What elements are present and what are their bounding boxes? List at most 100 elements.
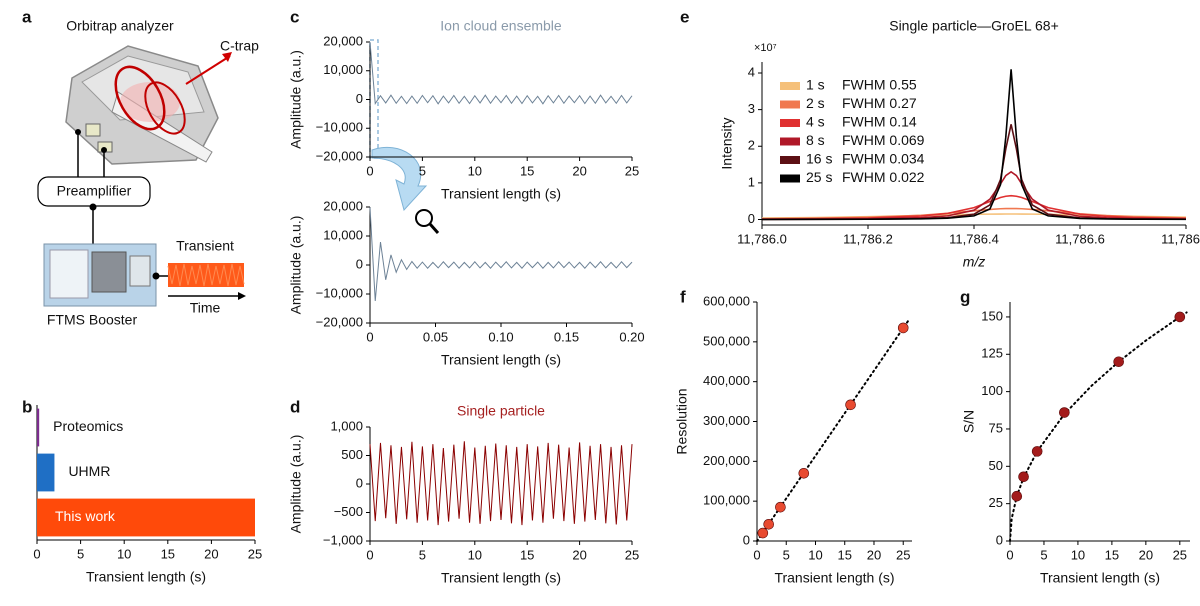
y-tick-label: 1,000	[330, 418, 363, 433]
x-tick-label: 0	[33, 546, 40, 561]
x-axis-label: m/z	[963, 254, 986, 270]
legend-label: 1 s	[806, 77, 825, 93]
x-tick-label: 20	[867, 547, 881, 562]
panel-letter: c	[290, 7, 299, 26]
y-axis-label: Resolution	[674, 388, 690, 454]
bar	[37, 408, 40, 447]
y-tick-label: −20,000	[316, 314, 363, 329]
legend-label: 4 s	[806, 114, 825, 130]
panel-letter: g	[960, 287, 970, 306]
x-tick-label: 15	[520, 547, 534, 562]
x-tick-label: 10	[468, 547, 482, 562]
trend-line	[1009, 311, 1188, 542]
zoom-arrow	[371, 146, 428, 212]
x-tick-label: 0.15	[554, 329, 579, 344]
x-axis-label: Transient length (s)	[774, 570, 894, 586]
y-tick-label: 0	[356, 91, 363, 106]
bar-label: Proteomics	[53, 418, 123, 434]
y-tick-label: 50	[989, 458, 1003, 473]
legend-label: 8 s	[806, 132, 825, 148]
panel-letter: f	[680, 287, 686, 306]
x-tick-label: 20	[204, 546, 218, 561]
x-tick-label: 25	[248, 546, 262, 561]
x-tick-label: 5	[77, 546, 84, 561]
legend-swatch	[780, 174, 800, 183]
x-tick-label: 0	[366, 329, 373, 344]
y-tick-label: 2	[748, 138, 755, 153]
legend-label: 16 s	[806, 151, 832, 167]
legend-swatch	[780, 137, 800, 146]
panel-letter: b	[22, 397, 32, 416]
legend-annotation: FWHM 0.069	[842, 132, 925, 148]
ctrap-arrow	[185, 55, 231, 85]
x-tick-label: 25	[625, 547, 639, 562]
x-tick-label: 5	[419, 547, 426, 562]
y-tick-label: 20,000	[323, 198, 363, 213]
legend-label: 2 s	[806, 95, 825, 111]
y-tick-label: −20,000	[316, 148, 363, 163]
x-tick-label: 10	[1071, 547, 1085, 562]
y-tick-label: 3	[748, 101, 755, 116]
x-tick-label: 11,786.6	[1055, 231, 1105, 246]
x-tick-label: 11,786.8	[1161, 231, 1200, 246]
x-axis-label: Transient length (s)	[441, 352, 561, 368]
y-tick-label: 300,000	[703, 413, 750, 428]
x-tick-label: 0.20	[619, 329, 644, 344]
x-tick-label: 0.10	[488, 329, 513, 344]
x-axis-label: Transient length (s)	[1040, 570, 1160, 586]
y-tick-label: 75	[989, 420, 1003, 435]
data-point	[798, 467, 810, 479]
x-tick-label: 10	[468, 163, 482, 178]
data-point	[845, 399, 856, 411]
x-tick-label: 25	[896, 547, 910, 562]
legend-swatch	[780, 82, 800, 90]
ctrap-label: C-trap	[220, 38, 259, 54]
ctrap-arrow-head	[222, 52, 232, 62]
y-tick-label: 10,000	[323, 227, 363, 242]
x-tick-label: 10	[808, 547, 822, 562]
y-axis-label: Amplitude (a.u.)	[288, 216, 304, 315]
data-point	[1018, 471, 1029, 483]
x-tick-label: 15	[1105, 547, 1119, 562]
transient-label: Transient	[176, 238, 234, 254]
x-axis-label: Transient length (s)	[441, 570, 561, 586]
data-line	[761, 170, 1187, 221]
x-tick-label: 5	[1040, 547, 1047, 562]
legend-annotation: FWHM 0.022	[842, 169, 925, 185]
x-tick-label: 5	[419, 163, 426, 178]
y-tick-label: −1,000	[323, 532, 363, 547]
data-point	[1174, 311, 1186, 323]
wire-dot	[75, 129, 81, 135]
legend-label: 25 s	[806, 169, 832, 185]
x-tick-label: 20	[1139, 547, 1153, 562]
y-tick-label: 20,000	[323, 33, 363, 48]
y-axis-label: S/N	[961, 410, 977, 433]
y-tick-label: 4	[748, 64, 755, 79]
y-tick-label: −10,000	[316, 285, 363, 300]
x-tick-label: 11,786.0	[737, 231, 787, 246]
x-tick-label: 25	[625, 163, 639, 178]
y-tick-label: 100	[981, 383, 1003, 398]
x-axis-label: Transient length (s)	[86, 569, 206, 585]
y-tick-label: 0	[996, 532, 1003, 547]
data-line	[761, 194, 1187, 220]
chart-title: Single particle—GroEL 68+	[889, 18, 1059, 34]
y-tick-label: 200,000	[703, 453, 750, 468]
data-point	[757, 527, 769, 539]
x-tick-label: 0	[1006, 547, 1013, 562]
legend-annotation: FWHM 0.14	[842, 114, 917, 130]
chart-title: Single particle	[457, 403, 545, 419]
x-tick-label: 11,786.2	[843, 231, 893, 246]
wire-dot	[101, 147, 107, 153]
legend-swatch	[780, 156, 800, 164]
y-tick-label: −500	[334, 504, 363, 519]
preamplifier-label: Preamplifier	[57, 183, 132, 199]
y-tick-label: 0	[356, 256, 363, 271]
y-tick-label: 150	[981, 308, 1003, 323]
legend-annotation: FWHM 0.55	[842, 77, 917, 93]
data-point	[1031, 446, 1043, 457]
x-axis-label: Transient length (s)	[441, 186, 561, 202]
y-axis-label: Amplitude (a.u.)	[288, 50, 304, 149]
